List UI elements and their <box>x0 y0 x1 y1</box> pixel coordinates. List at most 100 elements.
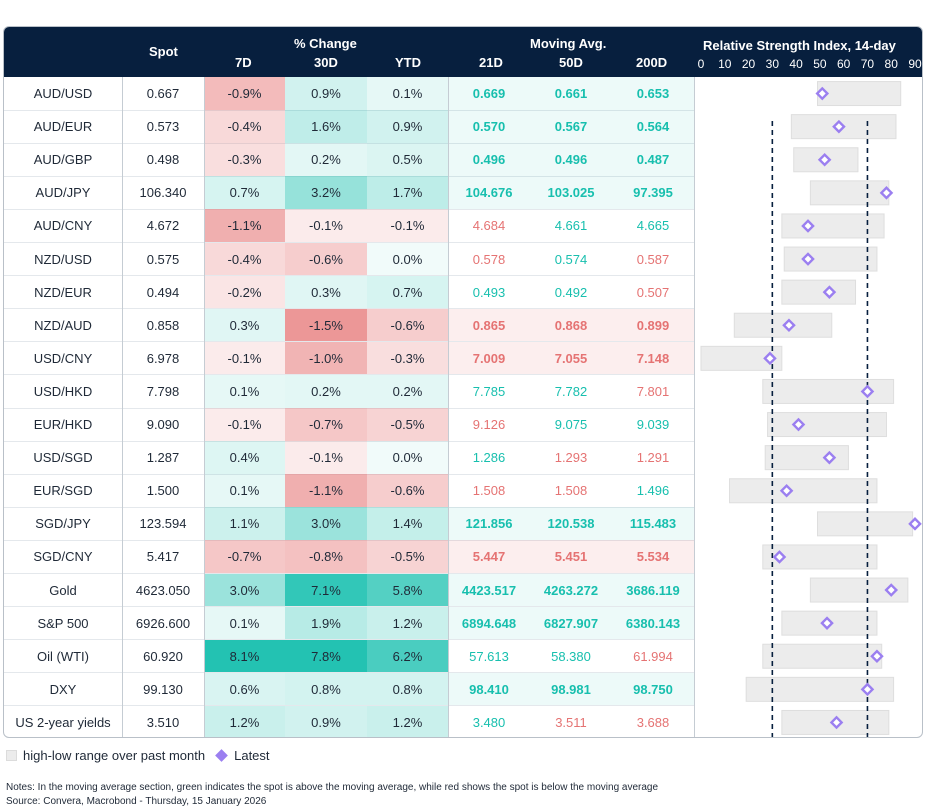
divider-name <box>122 77 123 737</box>
cell-name: SGD/JPY <box>35 516 91 532</box>
cell-d7: -0.2% <box>204 275 285 309</box>
cell-ma200: 61.994 <box>633 648 673 664</box>
fx-dashboard-table: Spot % Change 7D 30D YTD Moving Avg. 21D… <box>3 26 923 738</box>
header-pct-change: % Change <box>294 36 357 51</box>
cell-ma21: 0.669 <box>448 77 530 110</box>
cell-name: NZD/USD <box>34 251 92 267</box>
cell-ma200: 98.750 <box>612 672 694 706</box>
row-separator <box>4 506 695 508</box>
row-separator <box>4 142 695 144</box>
cell-d7: 1.2% <box>204 705 285 737</box>
cell-d7: -0.4% <box>204 110 285 144</box>
rsi-latest-marker <box>870 649 884 664</box>
cell-name: AUD/EUR <box>33 119 93 135</box>
cell-d30: 0.9% <box>285 705 367 737</box>
cell-ma50: 0.567 <box>530 110 612 144</box>
row-separator <box>4 705 695 707</box>
range-legend-swatch <box>6 750 17 761</box>
cell-spot: 99.130 <box>143 681 183 697</box>
cell-ma21: 3.480 <box>472 714 506 730</box>
rsi-range-bar <box>781 279 857 305</box>
cell-d7: -0.3% <box>204 143 285 177</box>
cell-d7: -0.7% <box>204 540 285 574</box>
cell-d7: 0.4% <box>204 441 285 475</box>
notes-text: Notes: In the moving average section, gr… <box>6 782 659 793</box>
cell-d30: -0.6% <box>285 242 367 276</box>
cell-ma200: 0.564 <box>612 110 694 144</box>
cell-d30: 0.8% <box>285 672 367 706</box>
cell-ma21: 1.508 <box>472 483 506 499</box>
cell-ytd: -0.6% <box>367 474 448 508</box>
cell-ma200: 0.653 <box>612 77 694 110</box>
cell-d30: -1.1% <box>285 474 367 508</box>
cell-ma200: 0.507 <box>636 284 670 300</box>
cell-name: NZD/AUD <box>34 317 92 333</box>
cell-ma200: 4.665 <box>636 218 670 234</box>
cell-d7: 0.1% <box>204 474 285 508</box>
cell-name: USD/SGD <box>33 450 93 466</box>
cell-spot: 0.575 <box>146 251 180 267</box>
rsi-range-bar <box>781 213 885 239</box>
cell-spot: 0.573 <box>146 119 180 135</box>
header-50d: 50D <box>559 55 583 70</box>
cell-d30: 1.9% <box>285 606 367 640</box>
cell-spot: 106.340 <box>139 185 187 201</box>
cell-ytd: 1.2% <box>367 606 448 640</box>
cell-ytd: 0.5% <box>367 143 448 177</box>
cell-ma200: 5.534 <box>612 540 694 574</box>
cell-ma50: 0.868 <box>530 308 612 342</box>
cell-ma21: 1.286 <box>472 450 506 466</box>
cell-spot: 0.667 <box>146 86 180 101</box>
cell-d7: -1.1% <box>204 209 285 243</box>
cell-ma200: 0.487 <box>612 143 694 177</box>
cell-spot: 4623.050 <box>135 582 191 598</box>
rsi-tick-label: 40 <box>789 57 803 71</box>
cell-d7: 8.1% <box>204 639 285 673</box>
rsi-tick-label: 90 <box>908 57 922 71</box>
cell-name: Gold <box>49 582 77 598</box>
cell-ma21: 0.578 <box>472 251 506 267</box>
cell-ytd: -0.3% <box>367 341 448 375</box>
cell-name: AUD/USD <box>33 86 93 101</box>
cell-d30: -0.1% <box>285 441 367 475</box>
cell-ma200: 97.395 <box>612 176 694 210</box>
cell-spot: 60.920 <box>143 648 183 664</box>
table-header: Spot % Change 7D 30D YTD Moving Avg. 21D… <box>4 27 922 77</box>
cell-ma50: 0.496 <box>530 143 612 177</box>
source-text: Source: Convera, Macrobond - Thursday, 1… <box>6 796 267 807</box>
cell-ytd: 1.7% <box>367 176 448 210</box>
cell-d30: -1.5% <box>285 308 367 342</box>
rsi-latest-marker <box>822 285 837 299</box>
cell-ma50: 7.055 <box>530 341 612 375</box>
cell-ytd: -0.5% <box>367 540 448 574</box>
cell-ma200: 115.483 <box>612 507 694 541</box>
cell-ytd: -0.6% <box>367 308 448 342</box>
cell-name: EUR/SGD <box>33 483 93 499</box>
cell-ma21: 121.856 <box>448 507 530 541</box>
cell-name: AUD/CNY <box>33 218 93 234</box>
cell-d7: 0.1% <box>204 606 285 640</box>
rsi-latest-marker <box>884 583 899 597</box>
cell-name: S&P 500 <box>37 615 89 631</box>
cell-ytd: 0.0% <box>367 242 448 276</box>
cell-ma50: 3.511 <box>555 714 587 730</box>
cell-spot: 1.287 <box>146 450 180 466</box>
rsi-range-bar <box>729 478 878 504</box>
divider-ma <box>694 77 695 737</box>
cell-d7: -0.4% <box>204 242 285 276</box>
cell-ma50: 98.981 <box>530 672 612 706</box>
cell-ma21: 98.410 <box>448 672 530 706</box>
cell-ytd: 1.2% <box>367 705 448 737</box>
cell-ma200: 3686.119 <box>612 573 694 607</box>
rsi-latest-marker <box>829 715 844 730</box>
cell-ma50: 1.508 <box>554 483 588 499</box>
cell-ma200: 6380.143 <box>612 606 694 640</box>
cell-d30: 1.6% <box>285 110 367 144</box>
cell-spot: 0.858 <box>146 317 180 333</box>
cell-name: AUD/GBP <box>33 152 93 168</box>
cell-spot: 0.498 <box>146 152 180 168</box>
cell-ma21: 7.009 <box>448 341 530 375</box>
row-separator <box>4 175 695 177</box>
cell-name: SGD/CNY <box>33 549 93 565</box>
cell-ma200: 0.587 <box>636 251 670 267</box>
